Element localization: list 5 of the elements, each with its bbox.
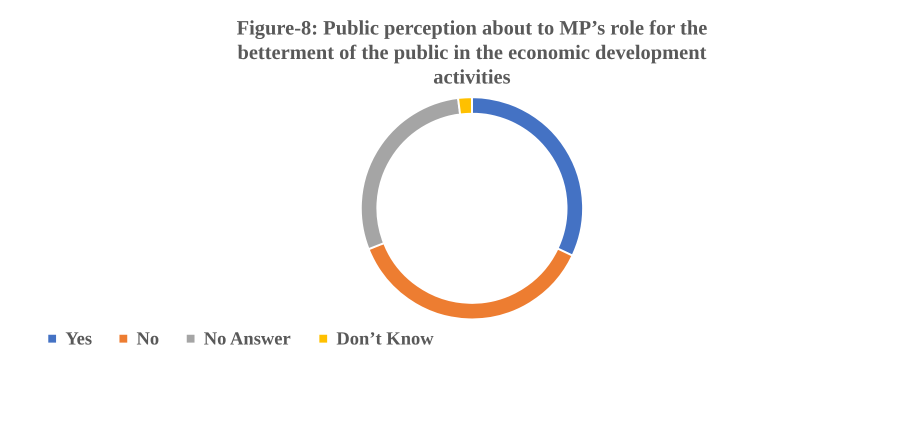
legend-label: No Answer xyxy=(204,328,291,350)
legend-label: No xyxy=(136,328,160,350)
legend-label: Don’t Know xyxy=(336,328,434,350)
chart-title: Figure-8: Public perception about to MP’s role for the betterment of the public in the economic development activities xyxy=(236,18,708,88)
legend-label: Yes xyxy=(65,328,92,350)
